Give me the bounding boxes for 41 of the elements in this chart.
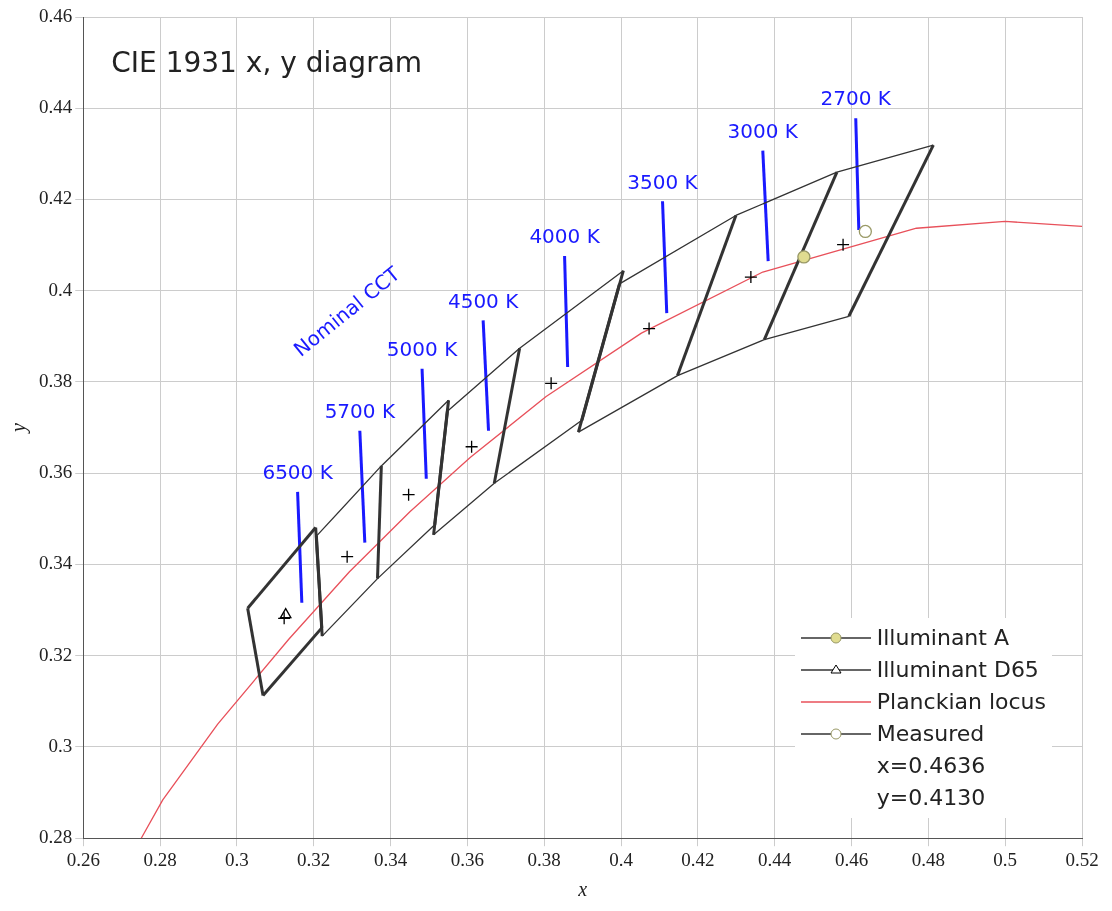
x-tick-label: 0.46 [834, 848, 869, 870]
y-axis-title: y [7, 423, 31, 435]
annotation: 4000 K [529, 224, 601, 249]
annotation: 4500 K [447, 288, 520, 313]
x-tick-label: 0.48 [911, 848, 945, 870]
x-tick-label: 0.38 [527, 848, 561, 870]
x-tick-label: 0.52 [1065, 848, 1099, 870]
x-tick-label: 0.34 [373, 848, 408, 870]
y-tick-label: 0.46 [39, 4, 73, 26]
y-tick-label: 0.38 [39, 369, 73, 391]
annotation: 5700 K [324, 399, 396, 423]
y-tick-label: 0.3 [48, 734, 73, 756]
annotation: y=0.4130 [875, 784, 987, 813]
annotation: 3500 K [627, 169, 699, 194]
x-axis-title: x [577, 878, 588, 901]
x-tick-label: 0.28 [143, 848, 177, 870]
legend-label: Planckian locus [876, 688, 1046, 717]
y-tick-label: 0.32 [39, 643, 73, 665]
x-tick-label: 0.4 [609, 848, 634, 870]
annotation: 6500 K [262, 460, 334, 485]
x-tick-label: 0.44 [758, 848, 792, 870]
annotation: 3000 K [727, 118, 799, 143]
legend-label: Illuminant D65 [876, 656, 1039, 685]
y-tick-label: 0.34 [39, 552, 73, 574]
x-tick-label: 0.42 [681, 848, 715, 870]
annotation: 5000 K [386, 336, 459, 361]
x-tick-label: 0.3 [225, 848, 249, 870]
text: CIE 1931 x, y diagram [111, 46, 423, 80]
y-tick-label: 0.28 [39, 826, 73, 848]
x-tick-label: 0.5 [993, 848, 1018, 870]
y-tick-label: 0.42 [39, 187, 73, 209]
y-tick-label: 0.36 [39, 461, 73, 483]
annotation: x=0.4636 [875, 752, 987, 781]
x-tick-label: 0.36 [450, 848, 485, 870]
legend-label: Measured [876, 720, 985, 749]
y-tick-label: 0.44 [39, 96, 73, 118]
x-tick-label: 0.32 [297, 848, 331, 870]
annotation: 2700 K [820, 86, 892, 111]
y-tick-label: 0.4 [48, 278, 73, 300]
x-tick-label: 0.26 [66, 848, 100, 870]
legend-label: Illuminant A [876, 624, 1009, 653]
